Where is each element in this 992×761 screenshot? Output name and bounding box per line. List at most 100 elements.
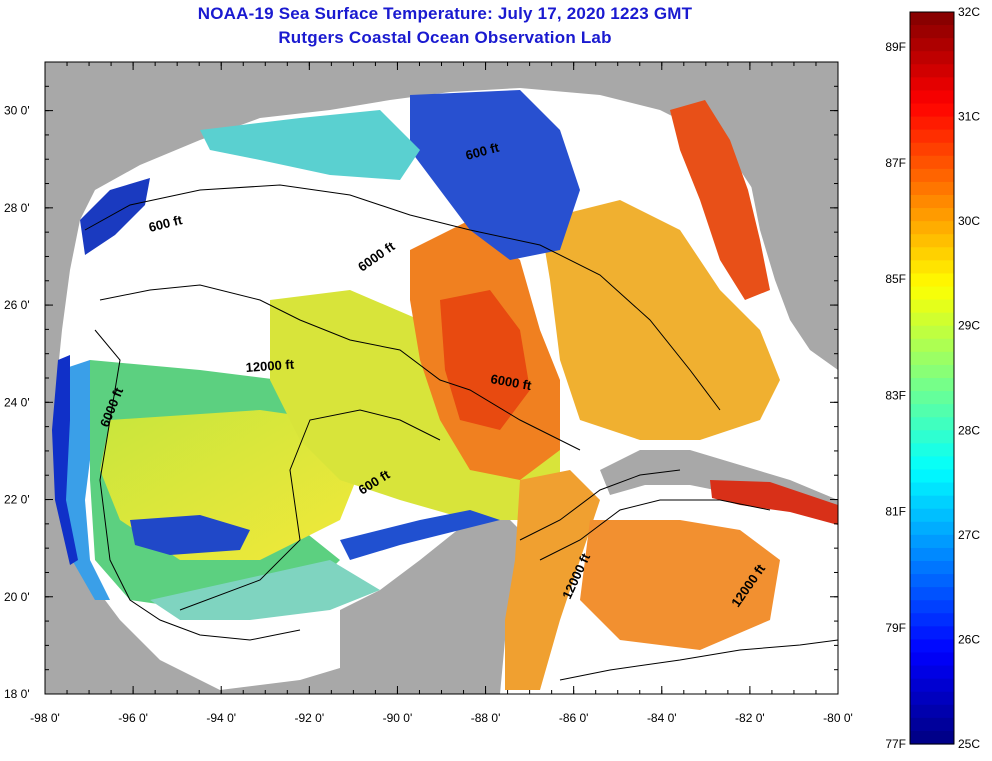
colorbar-segment xyxy=(910,221,954,235)
bathymetry-contours xyxy=(84,184,838,681)
longitude-labels: -98 0' -96 0' -94 0' -92 0' -90 0' -88 0' -86 … xyxy=(30,711,853,725)
colorbar-segment xyxy=(910,195,954,209)
colorbar-segment xyxy=(910,90,954,105)
colorbar-segment xyxy=(910,508,954,523)
latitude-label: 20 0' xyxy=(4,590,30,604)
colorbar-segment xyxy=(910,443,954,458)
colorbar-segment xyxy=(910,312,954,327)
colorbar-segment xyxy=(910,534,954,549)
colorbar-segment xyxy=(910,678,954,693)
latitude-label: 18 0' xyxy=(4,687,30,701)
longitude-label: -90 0' xyxy=(383,711,413,725)
latitude-label: 26 0' xyxy=(4,298,30,312)
colorbar-segment xyxy=(910,704,954,719)
celsius-label: 25C xyxy=(958,737,980,751)
fahrenheit-label: 87F xyxy=(885,156,906,170)
celsius-label: 31C xyxy=(958,110,980,124)
latitude-label: 22 0' xyxy=(4,493,30,507)
colorbar-segment xyxy=(910,155,954,170)
colorbar-segment xyxy=(910,103,954,118)
colorbar-segment xyxy=(910,181,954,196)
colorbar-segment xyxy=(910,247,954,261)
colorbar-segment xyxy=(910,51,954,65)
contour-label-6000ft-east: 6000 ft xyxy=(489,371,533,393)
longitude-label: -98 0' xyxy=(30,711,60,725)
colorbar-segment xyxy=(910,77,954,92)
colorbar-segment xyxy=(910,273,954,288)
colorbar-segment xyxy=(910,64,954,78)
colorbar-fahrenheit-labels: 89F 87F 85F 83F 81F 79F 77F xyxy=(885,40,906,751)
celsius-label: 26C xyxy=(958,632,980,646)
colorbar-segment xyxy=(910,587,954,601)
colorbar-segment xyxy=(910,325,954,340)
florida-land xyxy=(700,62,838,370)
map-subtitle: Rutgers Coastal Ocean Observation Lab xyxy=(278,28,612,47)
colorbar-segment xyxy=(910,717,954,732)
colorbar-segment xyxy=(910,456,954,471)
colorbar-segment xyxy=(910,521,954,536)
colorbar-segment xyxy=(910,730,954,745)
fahrenheit-label: 79F xyxy=(885,621,906,635)
sst-cuba-north-warm xyxy=(710,480,838,525)
colorbar-segment xyxy=(910,299,954,314)
colorbar-segment xyxy=(910,430,954,444)
yucatan-land xyxy=(340,520,530,694)
longitude-label: -88 0' xyxy=(471,711,501,725)
colorbar-segment xyxy=(910,129,954,144)
colorbar-segment xyxy=(910,260,954,275)
sst-florida-coast-warm xyxy=(670,100,770,300)
sst-loop-core xyxy=(440,290,530,430)
sst-south-cool xyxy=(150,560,380,620)
fahrenheit-label: 77F xyxy=(885,737,906,751)
colorbar-frame xyxy=(909,11,955,745)
sst-bay-cold-patch xyxy=(130,515,250,555)
colorbar-segment xyxy=(910,639,954,654)
colorbar-segment xyxy=(910,208,954,222)
longitude-label: -96 0' xyxy=(118,711,148,725)
colorbar-segment xyxy=(910,469,954,484)
longitude-label: -84 0' xyxy=(647,711,677,725)
sst-campeche-cold xyxy=(340,510,500,560)
latitude-labels: 30 0' 28 0' 26 0' 24 0' 22 0' 20 0' 18 0' xyxy=(4,104,30,701)
colorbar-segment xyxy=(910,665,954,680)
sst-texas-coast-cold xyxy=(80,178,150,255)
longitude-label: -86 0' xyxy=(559,711,589,725)
colorbar-segment xyxy=(910,417,954,431)
colorbar-segment xyxy=(910,574,954,588)
colorbar-segment xyxy=(910,691,954,706)
colorbar-segment xyxy=(910,286,954,301)
colorbar-segment xyxy=(910,142,954,157)
colorbar-segment xyxy=(910,12,954,26)
colorbar-segment xyxy=(910,482,954,497)
colorbar-segment xyxy=(910,561,954,575)
longitude-label: -82 0' xyxy=(735,711,765,725)
colorbar-celsius-labels: 32C 31C 30C 29C 28C 27C 26C 25C xyxy=(958,5,980,751)
sst-north-cyan xyxy=(200,110,420,180)
map-title: NOAA-19 Sea Surface Temperature: July 17… xyxy=(197,4,693,23)
colorbar-segment xyxy=(910,168,954,183)
colorbar-segment xyxy=(910,391,954,405)
sst-yucatan-channel xyxy=(505,470,600,690)
celsius-label: 32C xyxy=(958,5,980,19)
colorbar-segment xyxy=(910,547,954,562)
colorbar-segment xyxy=(910,351,954,366)
longitude-label: -92 0' xyxy=(295,711,325,725)
fahrenheit-label: 81F xyxy=(885,505,906,519)
colorbar-segment xyxy=(910,404,954,418)
colorbar-segment xyxy=(910,378,954,392)
latitude-label: 24 0' xyxy=(4,395,30,409)
celsius-label: 28C xyxy=(958,423,980,437)
sst-north-cold xyxy=(410,90,580,260)
celsius-label: 29C xyxy=(958,319,980,333)
fahrenheit-label: 83F xyxy=(885,388,906,402)
latitude-label: 30 0' xyxy=(4,104,30,118)
colorbar-segment xyxy=(910,338,954,353)
longitude-label: -80 0' xyxy=(823,711,853,725)
colorbar-segment xyxy=(910,626,954,641)
fahrenheit-label: 85F xyxy=(885,272,906,286)
colorbar-segment xyxy=(910,116,954,131)
latitude-label: 28 0' xyxy=(4,201,30,215)
colorbar-segment xyxy=(910,613,954,627)
celsius-label: 27C xyxy=(958,528,980,542)
